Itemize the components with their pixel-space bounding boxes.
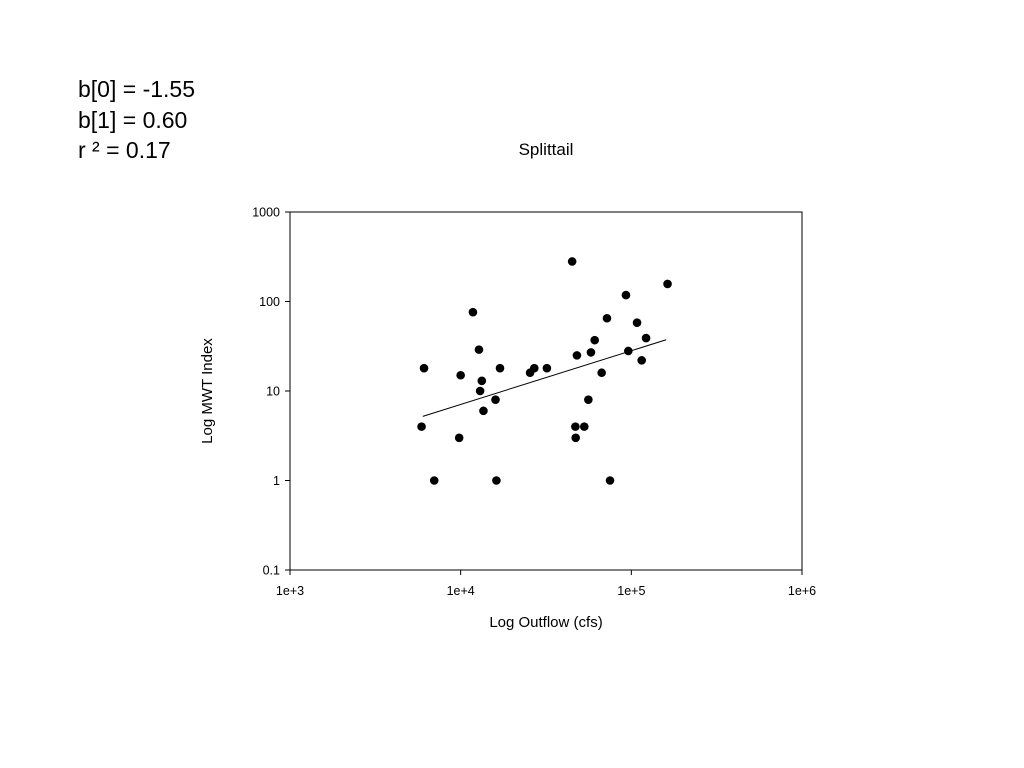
data-point bbox=[475, 386, 485, 396]
x-tick-label: 1e+5 bbox=[617, 584, 645, 598]
y-tick-label: 1000 bbox=[252, 206, 280, 220]
data-point bbox=[571, 433, 580, 443]
data-point bbox=[597, 368, 606, 378]
data-point bbox=[663, 279, 672, 289]
data-point bbox=[477, 376, 487, 386]
r-squared-label: r ² = 0.17 bbox=[78, 137, 171, 163]
y-axis: 0.1 1 10 100 1000 bbox=[252, 206, 290, 578]
data-point bbox=[571, 422, 580, 431]
data-points bbox=[417, 257, 672, 485]
data-point bbox=[542, 363, 552, 373]
data-point bbox=[429, 476, 439, 485]
intercept-label: b[0] = -1.55 bbox=[78, 76, 195, 102]
y-tick-label: 100 bbox=[259, 295, 280, 309]
data-point bbox=[495, 363, 505, 373]
data-point bbox=[567, 257, 577, 266]
slope-label: b[1] = 0.60 bbox=[78, 106, 188, 133]
x-axis: 1e+3 1e+4 1e+5 1e+6 bbox=[276, 570, 816, 598]
data-point bbox=[417, 422, 426, 431]
data-point bbox=[641, 333, 651, 343]
x-tick-label: 1e+4 bbox=[447, 584, 475, 598]
data-point bbox=[624, 346, 633, 356]
data-point bbox=[621, 290, 631, 300]
data-point bbox=[632, 318, 642, 327]
data-point bbox=[590, 335, 599, 345]
plot-area-frame bbox=[289, 211, 803, 571]
data-point bbox=[584, 395, 593, 404]
data-point bbox=[474, 345, 484, 354]
data-point bbox=[454, 433, 464, 443]
data-point bbox=[491, 395, 500, 404]
data-point bbox=[492, 476, 501, 485]
y-axis-label: Log MWT Index bbox=[199, 338, 216, 444]
data-point bbox=[468, 307, 478, 317]
data-point bbox=[586, 348, 596, 357]
data-point bbox=[579, 422, 589, 431]
regression-stats: b[0] = -1.55 b[1] = 0.60 r ² = 0.17 bbox=[78, 74, 195, 166]
x-axis-label: Log Outflow (cfs) bbox=[489, 614, 602, 631]
x-tick-label: 1e+3 bbox=[276, 584, 304, 598]
data-point bbox=[637, 356, 646, 365]
y-tick-label: 1 bbox=[273, 474, 280, 488]
data-point bbox=[529, 363, 539, 373]
y-tick-label: 0.1 bbox=[263, 564, 280, 578]
data-point bbox=[456, 370, 465, 380]
chart-title: Splittail bbox=[519, 140, 574, 159]
data-point bbox=[605, 476, 615, 485]
y-tick-label: 10 bbox=[266, 385, 280, 399]
data-point bbox=[572, 351, 582, 360]
data-point bbox=[602, 313, 612, 323]
x-tick-label: 1e+6 bbox=[788, 584, 816, 598]
data-point bbox=[479, 406, 488, 416]
data-point bbox=[419, 363, 429, 373]
